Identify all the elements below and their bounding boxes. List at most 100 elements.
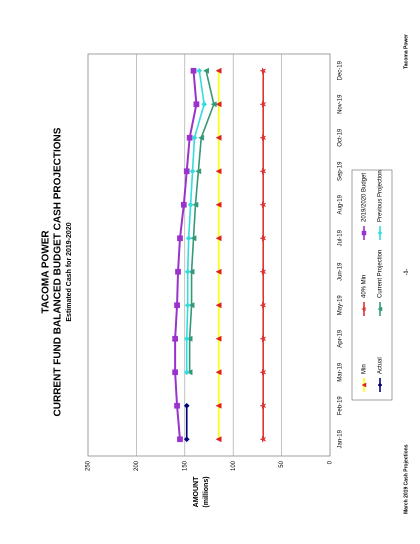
x-tick-label: Jan-19 xyxy=(338,429,344,448)
marker xyxy=(188,268,195,275)
legend-label: Min xyxy=(362,364,368,374)
marker xyxy=(259,368,267,377)
y-tick-label: 200 xyxy=(134,460,140,471)
marker xyxy=(174,402,180,409)
marker xyxy=(198,134,205,141)
legend-box xyxy=(351,169,393,401)
marker xyxy=(193,101,200,108)
marker xyxy=(259,267,267,276)
marker xyxy=(177,235,183,242)
marker xyxy=(259,401,267,410)
marker xyxy=(215,201,222,208)
marker xyxy=(259,66,267,75)
y-tick-label: 250 xyxy=(86,460,92,471)
marker xyxy=(174,302,180,309)
marker xyxy=(202,67,209,74)
marker xyxy=(259,167,267,176)
x-tick-label: Sep-19 xyxy=(338,161,344,181)
marker xyxy=(184,268,191,275)
chart-subtitle: Estimated Cash for 2019-2020 xyxy=(66,222,73,321)
marker xyxy=(215,268,222,275)
marker xyxy=(360,305,367,313)
marker xyxy=(180,201,187,208)
marker xyxy=(259,234,267,243)
footer-right: Tacoma Power xyxy=(403,34,409,69)
marker xyxy=(215,302,222,309)
x-tick-label: Oct-19 xyxy=(338,128,344,147)
marker xyxy=(183,168,190,175)
series-line xyxy=(174,70,198,440)
x-tick-label: Feb-19 xyxy=(338,396,344,416)
footer-center: -1- xyxy=(403,269,409,275)
legend-label: Current Projection xyxy=(378,250,384,298)
marker xyxy=(172,335,178,342)
legend-entry: Current Projection xyxy=(377,250,384,316)
marker xyxy=(196,67,203,74)
legend-entry: Previous Projection xyxy=(378,170,384,240)
marker xyxy=(190,67,197,74)
x-tick-label: Mar-19 xyxy=(338,362,344,382)
x-tick-label: Apr-19 xyxy=(338,329,344,348)
legend-label: Previous Projection xyxy=(378,170,384,222)
y-axis-label: (millions) xyxy=(203,476,210,507)
marker xyxy=(186,134,193,141)
marker xyxy=(215,67,222,74)
marker xyxy=(215,101,222,108)
x-tick-label: May-19 xyxy=(338,295,344,316)
marker xyxy=(183,369,190,376)
marker xyxy=(215,134,222,141)
marker xyxy=(187,201,194,208)
footer-left: March 2019 Cash Projections xyxy=(403,444,409,514)
marker xyxy=(183,335,190,342)
marker xyxy=(201,101,208,108)
series-line xyxy=(185,70,205,373)
marker xyxy=(192,201,199,208)
marker xyxy=(361,230,367,236)
legend-entry: Actual xyxy=(378,357,384,392)
marker xyxy=(210,101,217,108)
legend-entry: 40% Min xyxy=(360,275,368,316)
marker xyxy=(183,436,190,443)
marker xyxy=(185,235,192,242)
marker xyxy=(188,302,195,309)
marker xyxy=(377,306,383,312)
marker xyxy=(215,168,222,175)
marker xyxy=(361,382,367,388)
y-tick-label: 50 xyxy=(279,460,285,467)
x-tick-label: Nov-19 xyxy=(338,94,344,114)
x-tick-label: Jul-19 xyxy=(338,229,344,246)
y-tick-label: 0 xyxy=(328,460,334,464)
marker xyxy=(215,335,222,342)
y-axis-label: AMOUNT xyxy=(193,476,200,507)
marker xyxy=(215,235,222,242)
marker xyxy=(377,230,383,236)
chart-subtitle: CURRENT FUND BALANCED BUDGET CASH PROJEC… xyxy=(53,127,64,416)
marker xyxy=(259,334,267,343)
marker xyxy=(259,133,267,142)
rotated-page: TACOMA POWER CURRENT FUND BALANCED BUDGE… xyxy=(41,34,410,514)
marker xyxy=(183,402,190,409)
y-tick-label: 150 xyxy=(182,460,188,471)
marker xyxy=(377,382,383,388)
marker xyxy=(215,436,222,443)
legend-entry: 2019/2020 Budget xyxy=(362,173,368,240)
marker xyxy=(191,134,198,141)
legend-entry: Min xyxy=(361,364,368,392)
marker xyxy=(215,369,222,376)
marker xyxy=(259,100,267,109)
x-tick-label: Dec-19 xyxy=(338,60,344,80)
marker xyxy=(172,369,178,376)
marker xyxy=(215,402,222,409)
chart-title: TACOMA POWER xyxy=(41,230,52,314)
x-tick-label: Jun-19 xyxy=(338,262,344,281)
legend-label: 40% Min xyxy=(362,275,368,298)
legend-label: 2019/2020 Budget xyxy=(362,173,368,222)
marker xyxy=(189,168,196,175)
marker xyxy=(190,235,197,242)
y-tick-label: 100 xyxy=(231,460,237,471)
marker xyxy=(184,302,191,309)
x-tick-label: Aug-19 xyxy=(338,194,344,214)
marker xyxy=(259,200,267,209)
